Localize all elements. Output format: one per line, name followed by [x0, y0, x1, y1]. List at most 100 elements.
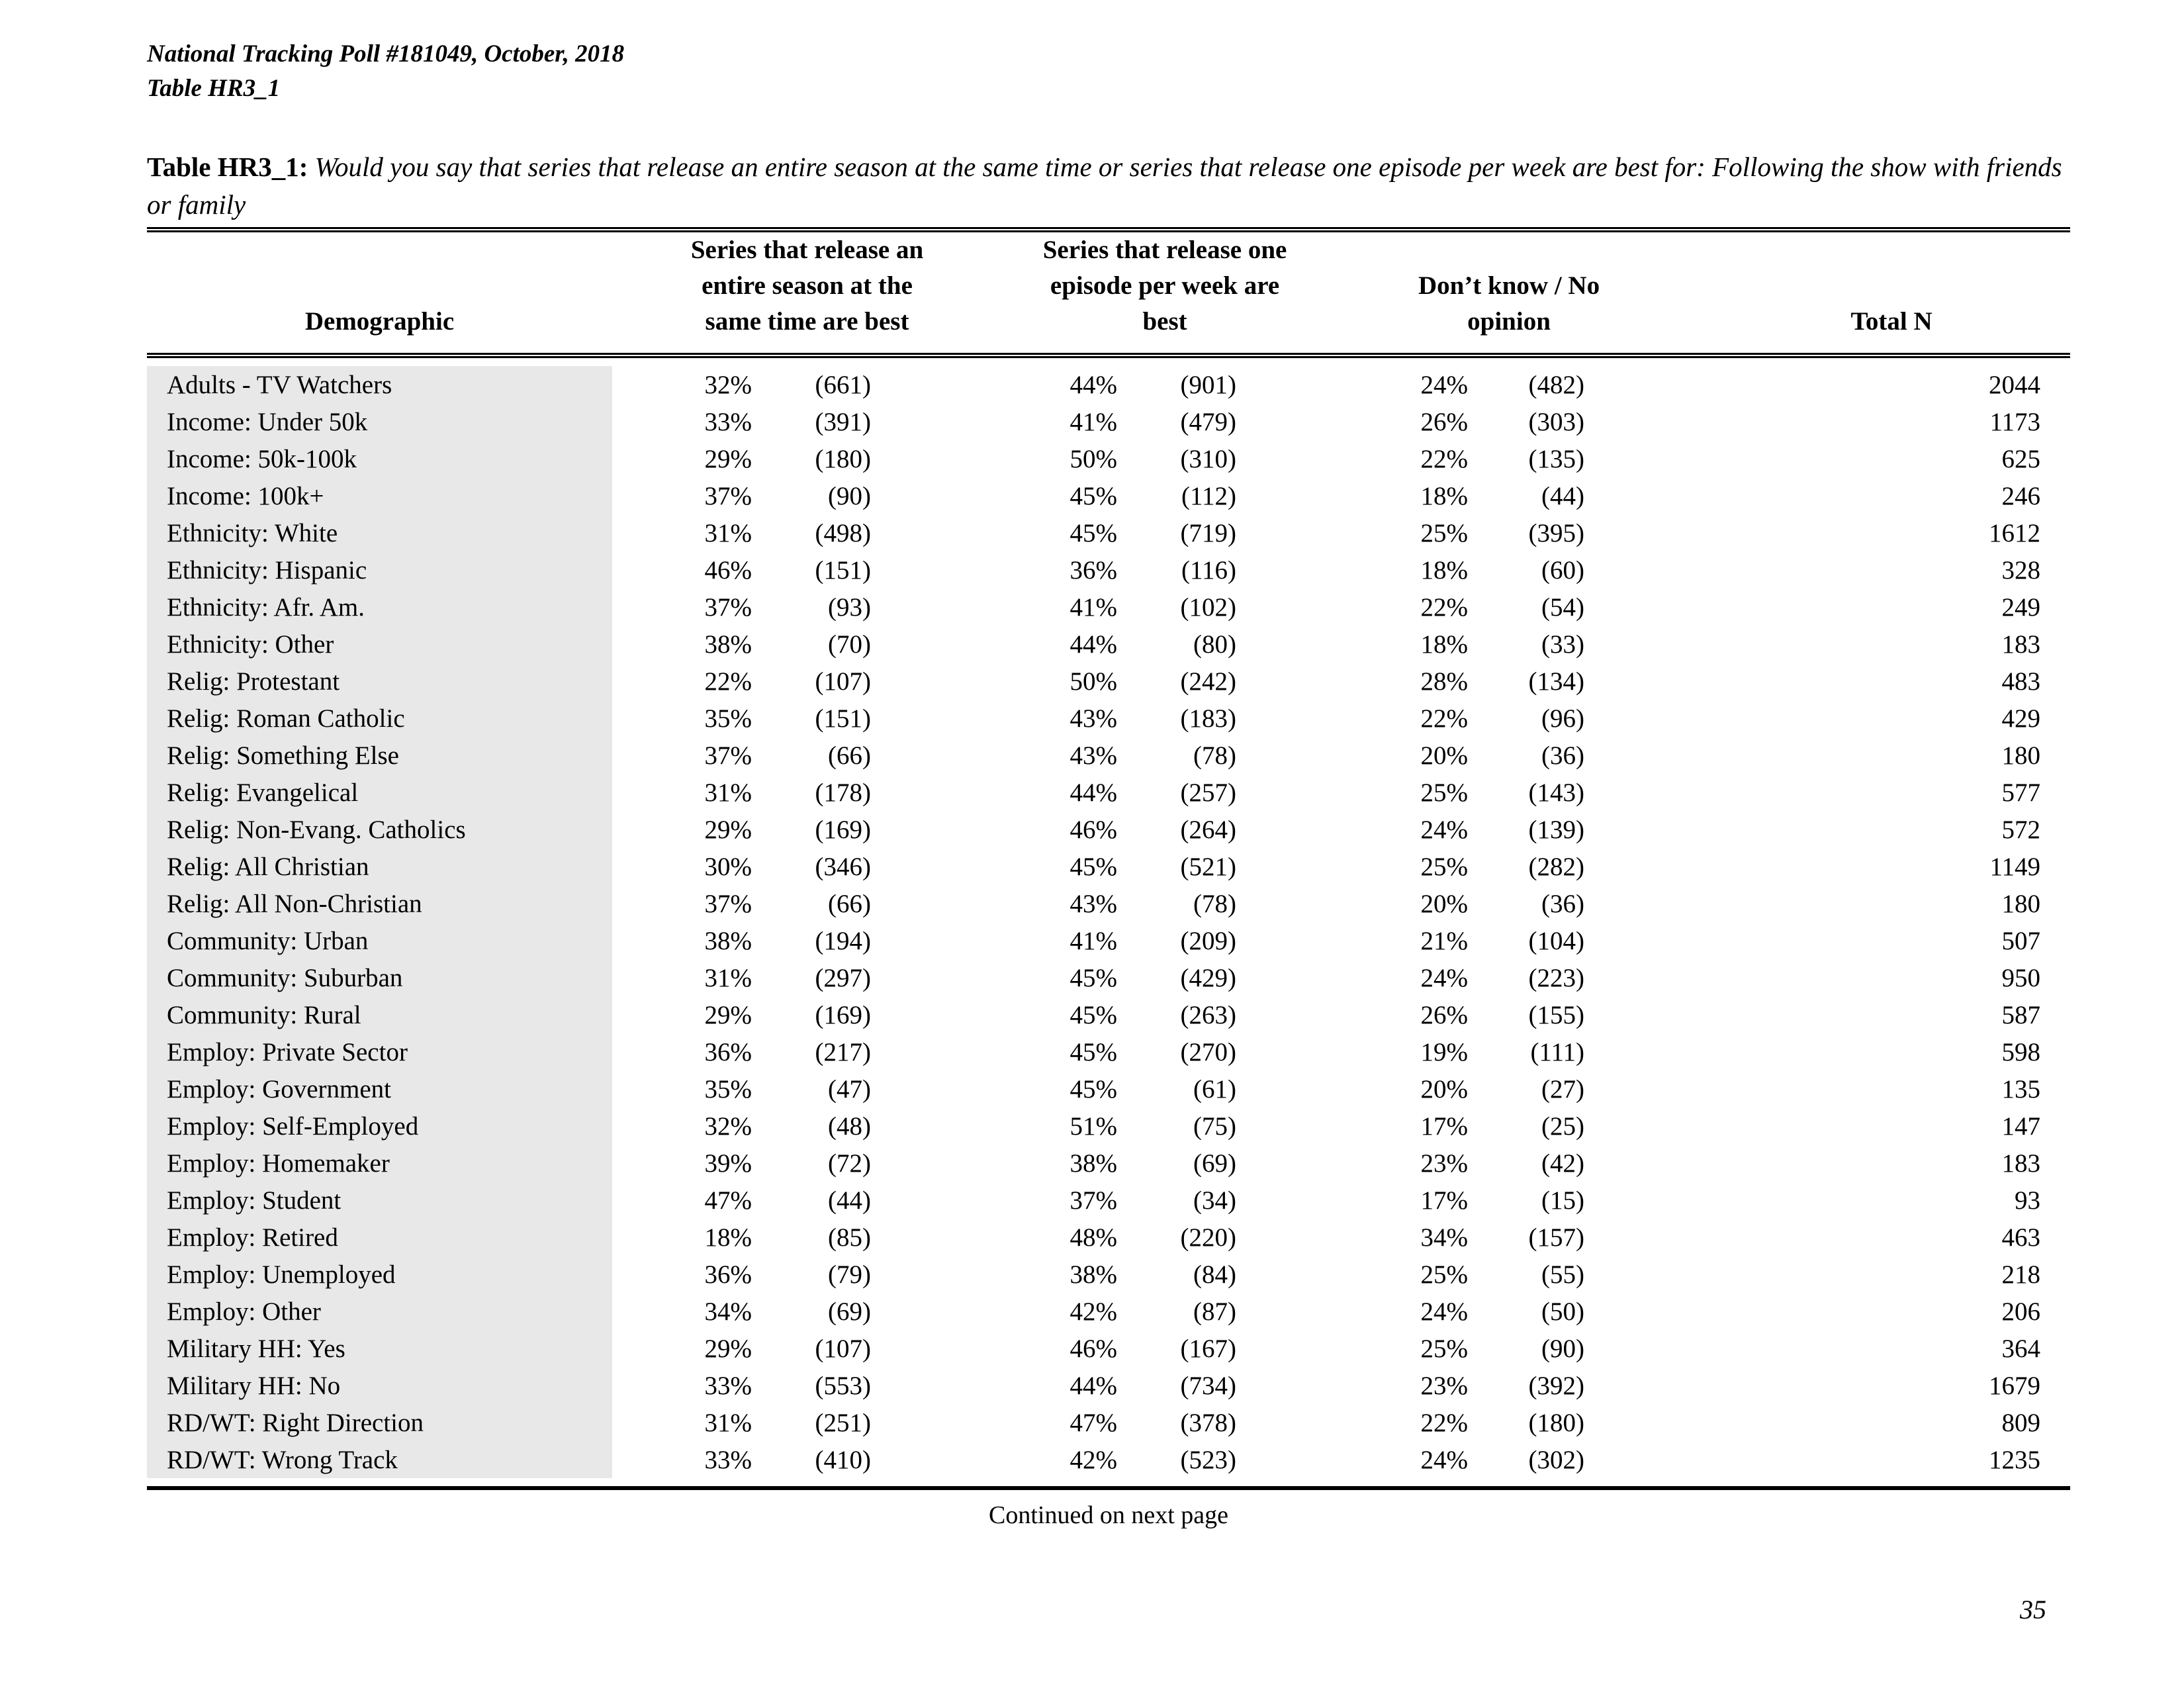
table-spacer-bottom — [147, 1478, 2071, 1488]
count-entire-season: (553) — [815, 1371, 872, 1400]
count-one-episode: (257) — [1180, 778, 1237, 807]
count-dont-know: (155) — [1528, 1000, 1585, 1029]
table-row: Ethnicity: Hispanic 46% (151) 36% (116) … — [147, 551, 2070, 588]
count-entire-season: (169) — [815, 1000, 872, 1029]
pct-entire-season: 36% — [704, 1260, 752, 1289]
pct-one-episode: 41% — [1069, 926, 1118, 955]
pct-dont-know: 22% — [1420, 704, 1469, 733]
total-n-value: 364 — [2001, 1334, 2041, 1363]
count-entire-season: (151) — [815, 555, 872, 585]
total-n-value: 507 — [2001, 926, 2041, 955]
pct-one-episode: 41% — [1069, 592, 1118, 622]
pct-one-episode: 44% — [1069, 778, 1118, 807]
table-row: Relig: Protestant 22% (107) 50% (242) 28… — [147, 663, 2070, 700]
total-n-value: 1679 — [1989, 1371, 2041, 1400]
table-row: Adults - TV Watchers 32% (661) 44% (901)… — [147, 366, 2070, 403]
pct-one-episode: 46% — [1069, 1334, 1118, 1363]
count-dont-know: (395) — [1528, 518, 1585, 547]
table-row: Employ: Self-Employed 32% (48) 51% (75) … — [147, 1107, 2070, 1145]
count-entire-season: (69) — [828, 1297, 872, 1326]
row-label: Income: Under 50k — [147, 403, 612, 440]
table-row: Relig: All Christian 30% (346) 45% (521)… — [147, 848, 2070, 885]
table-row: Employ: Retired 18% (85) 48% (220) 34% (… — [147, 1219, 2070, 1256]
total-n-value: 249 — [2001, 592, 2041, 622]
row-label: Relig: All Christian — [147, 848, 612, 885]
row-label: RD/WT: Wrong Track — [147, 1441, 612, 1478]
row-label: Employ: Homemaker — [147, 1145, 612, 1182]
count-one-episode: (116) — [1181, 555, 1237, 585]
pct-dont-know: 24% — [1420, 1445, 1469, 1474]
total-n-value: 598 — [2001, 1037, 2041, 1066]
total-n-value: 180 — [2001, 889, 2041, 918]
pct-dont-know: 25% — [1420, 518, 1469, 547]
row-label: Employ: Private Sector — [147, 1033, 612, 1070]
pct-entire-season: 37% — [704, 481, 752, 510]
pct-dont-know: 24% — [1420, 370, 1469, 399]
table-row: Income: Under 50k 33% (391) 41% (479) 26… — [147, 403, 2070, 440]
pct-dont-know: 25% — [1420, 1260, 1469, 1289]
table-row: Relig: Evangelical 31% (178) 44% (257) 2… — [147, 774, 2070, 811]
count-one-episode: (242) — [1180, 667, 1237, 696]
pct-entire-season: 37% — [704, 889, 752, 918]
table-title-question: Would you say that series that release a… — [147, 152, 2062, 220]
pct-entire-season: 31% — [704, 518, 752, 547]
total-n-value: 135 — [2001, 1074, 2041, 1103]
table-title: Table HR3_1: Would you say that series t… — [147, 148, 2070, 224]
count-dont-know: (60) — [1541, 555, 1585, 585]
pct-entire-season: 46% — [704, 555, 752, 585]
pct-dont-know: 24% — [1420, 963, 1469, 992]
count-dont-know: (96) — [1541, 704, 1585, 733]
count-one-episode: (167) — [1180, 1334, 1237, 1363]
count-dont-know: (180) — [1528, 1408, 1585, 1437]
pct-one-episode: 36% — [1069, 555, 1118, 585]
table-row: Community: Urban 38% (194) 41% (209) 21%… — [147, 922, 2070, 959]
count-one-episode: (479) — [1180, 407, 1237, 436]
count-dont-know: (135) — [1528, 444, 1585, 473]
pct-one-episode: 45% — [1069, 1074, 1118, 1103]
count-dont-know: (143) — [1528, 778, 1585, 807]
pct-one-episode: 43% — [1069, 889, 1118, 918]
row-label: Income: 100k+ — [147, 477, 612, 514]
table-row: Employ: Student 47% (44) 37% (34) 17% (1… — [147, 1182, 2070, 1219]
count-one-episode: (78) — [1193, 889, 1237, 918]
pct-one-episode: 47% — [1069, 1408, 1118, 1437]
total-n-value: 183 — [2001, 630, 2041, 659]
table-row: RD/WT: Wrong Track 33% (410) 42% (523) 2… — [147, 1441, 2070, 1478]
count-one-episode: (521) — [1180, 852, 1237, 881]
pct-dont-know: 20% — [1420, 741, 1469, 770]
count-one-episode: (69) — [1193, 1149, 1237, 1178]
pct-one-episode: 44% — [1069, 370, 1118, 399]
pct-entire-season: 39% — [704, 1149, 752, 1178]
count-dont-know: (303) — [1528, 407, 1585, 436]
count-entire-season: (180) — [815, 444, 872, 473]
total-n-value: 463 — [2001, 1223, 2041, 1252]
count-one-episode: (734) — [1180, 1371, 1237, 1400]
row-label: Employ: Self-Employed — [147, 1107, 612, 1145]
count-dont-know: (27) — [1541, 1074, 1585, 1103]
row-label: Employ: Retired — [147, 1219, 612, 1256]
pct-entire-season: 33% — [704, 1445, 752, 1474]
pct-entire-season: 36% — [704, 1037, 752, 1066]
pct-one-episode: 42% — [1069, 1297, 1118, 1326]
count-one-episode: (264) — [1180, 815, 1237, 844]
pct-entire-season: 31% — [704, 963, 752, 992]
table-row: RD/WT: Right Direction 31% (251) 47% (37… — [147, 1404, 2070, 1441]
continued-note: Continued on next page — [989, 1501, 1228, 1529]
count-entire-season: (48) — [828, 1111, 872, 1141]
total-n-value: 429 — [2001, 704, 2041, 733]
count-one-episode: (263) — [1180, 1000, 1237, 1029]
count-entire-season: (346) — [815, 852, 872, 881]
col-header-demographic: Demographic — [304, 307, 455, 336]
pct-dont-know: 21% — [1420, 926, 1469, 955]
count-entire-season: (107) — [815, 667, 872, 696]
pct-one-episode: 51% — [1069, 1111, 1118, 1141]
count-one-episode: (183) — [1180, 704, 1237, 733]
table-row: Income: 100k+ 37% (90) 45% (112) 18% (44… — [147, 477, 2070, 514]
row-label: Employ: Unemployed — [147, 1256, 612, 1293]
row-label: Income: 50k-100k — [147, 440, 612, 477]
pct-one-episode: 45% — [1069, 481, 1118, 510]
pct-one-episode: 42% — [1069, 1445, 1118, 1474]
row-label: Relig: Non-Evang. Catholics — [147, 811, 612, 848]
col-header-entire-season: Series that release an entire season at … — [690, 236, 924, 336]
